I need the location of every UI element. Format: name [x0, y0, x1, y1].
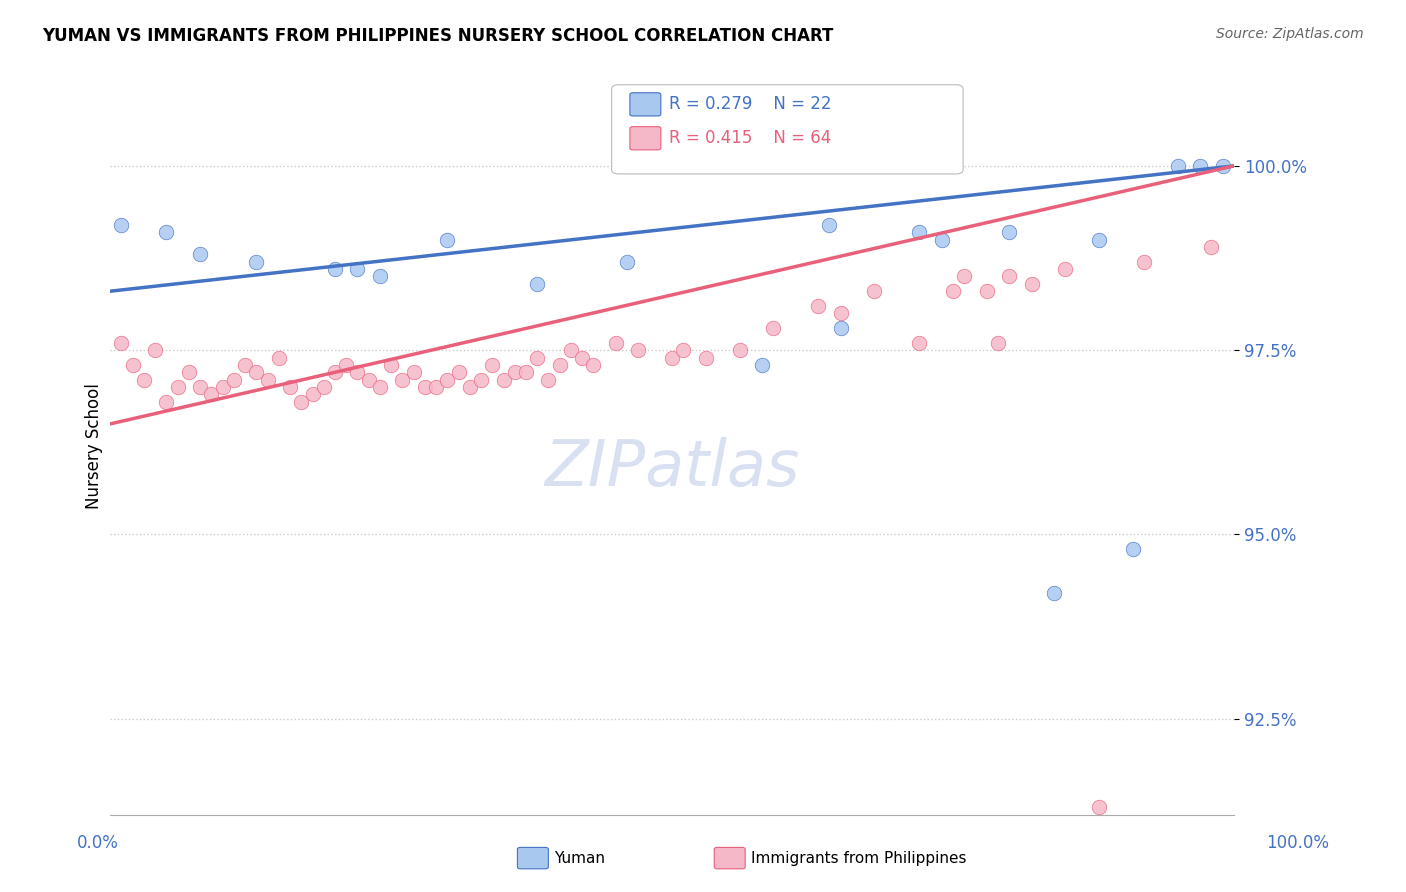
Point: [346, 262, 368, 277]
Point: [1212, 159, 1234, 173]
Point: [503, 365, 526, 379]
Point: [188, 247, 211, 261]
Point: [458, 380, 481, 394]
Text: 0.0%: 0.0%: [77, 834, 120, 852]
Point: [391, 373, 413, 387]
Point: [177, 365, 200, 379]
Point: [515, 365, 537, 379]
Point: [323, 262, 346, 277]
Point: [1088, 233, 1111, 247]
Point: [155, 225, 177, 239]
Point: [245, 254, 267, 268]
Point: [346, 365, 368, 379]
Point: [110, 218, 132, 232]
Text: R = 0.279    N = 22: R = 0.279 N = 22: [669, 95, 832, 113]
Point: [188, 380, 211, 394]
Point: [863, 284, 886, 298]
Point: [627, 343, 650, 358]
Point: [278, 380, 301, 394]
Point: [323, 365, 346, 379]
Point: [661, 351, 683, 365]
Point: [762, 321, 785, 335]
Point: [537, 373, 560, 387]
Point: [1167, 159, 1189, 173]
Text: Immigrants from Philippines: Immigrants from Philippines: [751, 851, 966, 865]
Point: [976, 284, 998, 298]
Point: [233, 358, 256, 372]
Point: [605, 335, 627, 350]
Point: [830, 306, 852, 320]
Point: [1201, 240, 1223, 254]
Point: [211, 380, 233, 394]
Point: [1088, 800, 1111, 814]
Point: [672, 343, 695, 358]
Point: [931, 233, 953, 247]
Point: [312, 380, 335, 394]
Point: [571, 351, 593, 365]
Point: [908, 335, 931, 350]
Point: [425, 380, 447, 394]
Point: [357, 373, 380, 387]
Point: [436, 233, 458, 247]
Point: [492, 373, 515, 387]
Point: [942, 284, 965, 298]
Y-axis label: Nursery School: Nursery School: [86, 383, 103, 509]
Point: [200, 387, 222, 401]
Point: [447, 365, 470, 379]
Point: [548, 358, 571, 372]
Point: [998, 269, 1021, 284]
Point: [1189, 159, 1212, 173]
Point: [256, 373, 278, 387]
Point: [132, 373, 155, 387]
Point: [481, 358, 503, 372]
Point: [953, 269, 976, 284]
Point: [436, 373, 458, 387]
Text: R = 0.415    N = 64: R = 0.415 N = 64: [669, 129, 831, 147]
Text: Source: ZipAtlas.com: Source: ZipAtlas.com: [1216, 27, 1364, 41]
Point: [166, 380, 188, 394]
Point: [526, 277, 548, 291]
Point: [908, 225, 931, 239]
Point: [1122, 542, 1144, 557]
Text: 100.0%: 100.0%: [1265, 834, 1329, 852]
Point: [1054, 262, 1077, 277]
Point: [121, 358, 143, 372]
Point: [368, 269, 391, 284]
Point: [728, 343, 751, 358]
Point: [987, 335, 1010, 350]
Point: [1043, 586, 1066, 600]
Point: [616, 254, 638, 268]
Point: [222, 373, 245, 387]
Point: [695, 351, 717, 365]
Point: [560, 343, 582, 358]
Text: YUMAN VS IMMIGRANTS FROM PHILIPPINES NURSERY SCHOOL CORRELATION CHART: YUMAN VS IMMIGRANTS FROM PHILIPPINES NUR…: [42, 27, 834, 45]
Point: [526, 351, 548, 365]
Point: [470, 373, 492, 387]
Point: [413, 380, 436, 394]
Point: [301, 387, 323, 401]
Point: [818, 218, 841, 232]
Point: [830, 321, 852, 335]
Point: [335, 358, 357, 372]
Point: [380, 358, 402, 372]
Point: [290, 394, 312, 409]
Point: [143, 343, 166, 358]
Point: [110, 335, 132, 350]
Point: [998, 225, 1021, 239]
Point: [1133, 254, 1156, 268]
Point: [245, 365, 267, 379]
Point: [368, 380, 391, 394]
Point: [807, 299, 830, 313]
Point: [1021, 277, 1043, 291]
Point: [582, 358, 605, 372]
Point: [267, 351, 290, 365]
Point: [402, 365, 425, 379]
Point: [155, 394, 177, 409]
Text: ZIPatlas: ZIPatlas: [544, 437, 800, 500]
Point: [751, 358, 773, 372]
Text: Yuman: Yuman: [554, 851, 605, 865]
